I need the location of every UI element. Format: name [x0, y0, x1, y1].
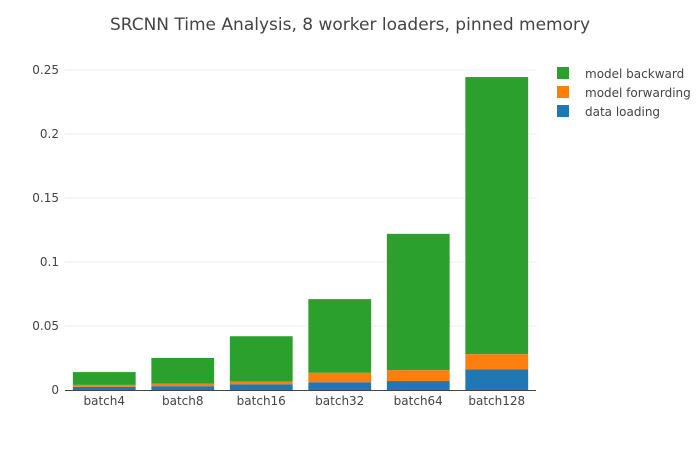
x-tick-label: batch128	[468, 394, 525, 408]
legend: model backward model forwarding data loadi…	[557, 67, 691, 119]
bar-segment-model-backward-batch32[interactable]	[308, 299, 372, 373]
bar-segment-data-loading-batch64[interactable]	[386, 381, 450, 390]
bar-segment-model-forwarding-batch16[interactable]	[229, 381, 293, 385]
bar-segment-model-backward-batch8[interactable]	[151, 358, 215, 384]
bar-segment-model-backward-batch4[interactable]	[72, 372, 136, 385]
chart-title: SRCNN Time Analysis, 8 worker loaders, p…	[110, 15, 590, 35]
bar-segment-model-backward-batch64[interactable]	[386, 233, 450, 371]
bar-segment-model-forwarding-batch4[interactable]	[72, 384, 136, 387]
y-tick-label: 0.2	[40, 127, 59, 141]
y-tick-label: 0.05	[32, 319, 59, 333]
legend-item[interactable]: model forwarding	[557, 86, 691, 100]
bar-segment-data-loading-batch128[interactable]	[465, 369, 529, 390]
bar-segment-model-backward-batch128[interactable]	[465, 77, 529, 355]
y-tick-label: 0.25	[32, 63, 59, 77]
x-tick-label: batch32	[315, 394, 364, 408]
bar-segment-data-loading-batch8[interactable]	[151, 386, 215, 390]
bar-segment-model-forwarding-batch32[interactable]	[308, 372, 372, 383]
legend-swatch	[557, 67, 569, 79]
legend-item[interactable]: model backward	[557, 67, 684, 81]
y-tick-label: 0.1	[40, 255, 59, 269]
bar-segment-model-forwarding-batch8[interactable]	[151, 383, 215, 387]
bar-segment-model-forwarding-batch64[interactable]	[386, 370, 450, 382]
x-tick-label: batch8	[162, 394, 204, 408]
y-tick-label: 0.15	[32, 191, 59, 205]
y-tick-label: 0	[51, 383, 59, 397]
gridlines	[65, 69, 536, 327]
legend-label: data loading	[585, 105, 660, 119]
legend-swatch	[557, 105, 569, 117]
legend-swatch	[557, 86, 569, 98]
bar-segment-model-backward-batch16[interactable]	[229, 336, 293, 382]
legend-item[interactable]: data loading	[557, 105, 660, 119]
bar-segment-model-forwarding-batch128[interactable]	[465, 354, 529, 370]
x-tick-label: batch64	[394, 394, 443, 408]
legend-label: model backward	[585, 67, 684, 81]
bar-segment-data-loading-batch32[interactable]	[308, 382, 372, 390]
bar-segment-data-loading-batch4[interactable]	[72, 386, 136, 390]
bars	[72, 77, 529, 390]
bar-segment-data-loading-batch16[interactable]	[229, 384, 293, 390]
x-tick-label: batch4	[83, 394, 125, 408]
x-tick-label: batch16	[237, 394, 286, 408]
legend-label: model forwarding	[585, 86, 691, 100]
axes: 0 0.05 0.1 0.15 0.2 0.25 batch4 batch8 batch16 ba…	[32, 63, 536, 408]
